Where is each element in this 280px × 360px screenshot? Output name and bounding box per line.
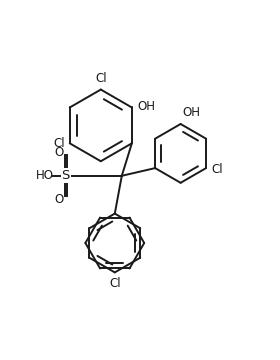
- Text: OH: OH: [182, 106, 200, 119]
- Text: HO: HO: [36, 169, 54, 182]
- Text: S: S: [62, 169, 70, 182]
- Text: O: O: [54, 145, 64, 158]
- Text: O: O: [54, 193, 64, 206]
- Text: Cl: Cl: [211, 163, 223, 176]
- Text: Cl: Cl: [95, 72, 107, 85]
- Text: Cl: Cl: [109, 278, 121, 291]
- Text: Cl: Cl: [53, 137, 65, 150]
- Text: OH: OH: [137, 100, 155, 113]
